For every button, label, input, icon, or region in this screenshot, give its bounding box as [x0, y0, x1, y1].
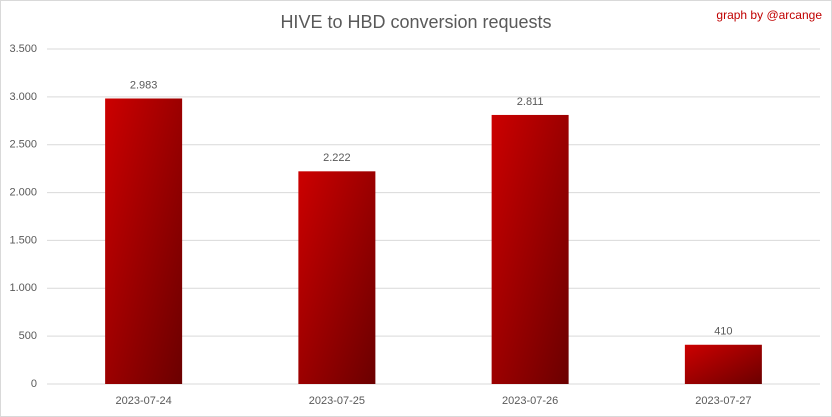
- value-label: 410: [714, 326, 732, 338]
- annotation: graph by @arcange: [716, 8, 822, 22]
- x-tick-label: 2023-07-26: [502, 395, 558, 407]
- x-tick-label: 2023-07-25: [309, 395, 365, 407]
- x-tick-label: 2023-07-24: [115, 395, 171, 407]
- x-tick-label: 2023-07-27: [695, 395, 751, 407]
- y-tick-label: 3.000: [9, 91, 37, 103]
- value-label: 2.811: [517, 96, 544, 108]
- value-label: 2.222: [323, 152, 351, 164]
- value-label: 2.983: [130, 79, 158, 91]
- y-tick-label: 500: [19, 330, 37, 342]
- bar: [298, 171, 376, 384]
- y-tick-label: 2.000: [9, 186, 37, 198]
- chart-title: HIVE to HBD conversion requests: [280, 12, 551, 32]
- y-tick-label: 0: [31, 378, 37, 390]
- bar: [684, 344, 762, 384]
- y-tick-label: 1.500: [9, 234, 37, 246]
- y-tick-label: 3.500: [9, 43, 37, 55]
- bar: [105, 98, 183, 384]
- y-tick-label: 2.500: [9, 139, 37, 151]
- y-tick-label: 1.000: [9, 282, 37, 294]
- bar: [491, 114, 569, 384]
